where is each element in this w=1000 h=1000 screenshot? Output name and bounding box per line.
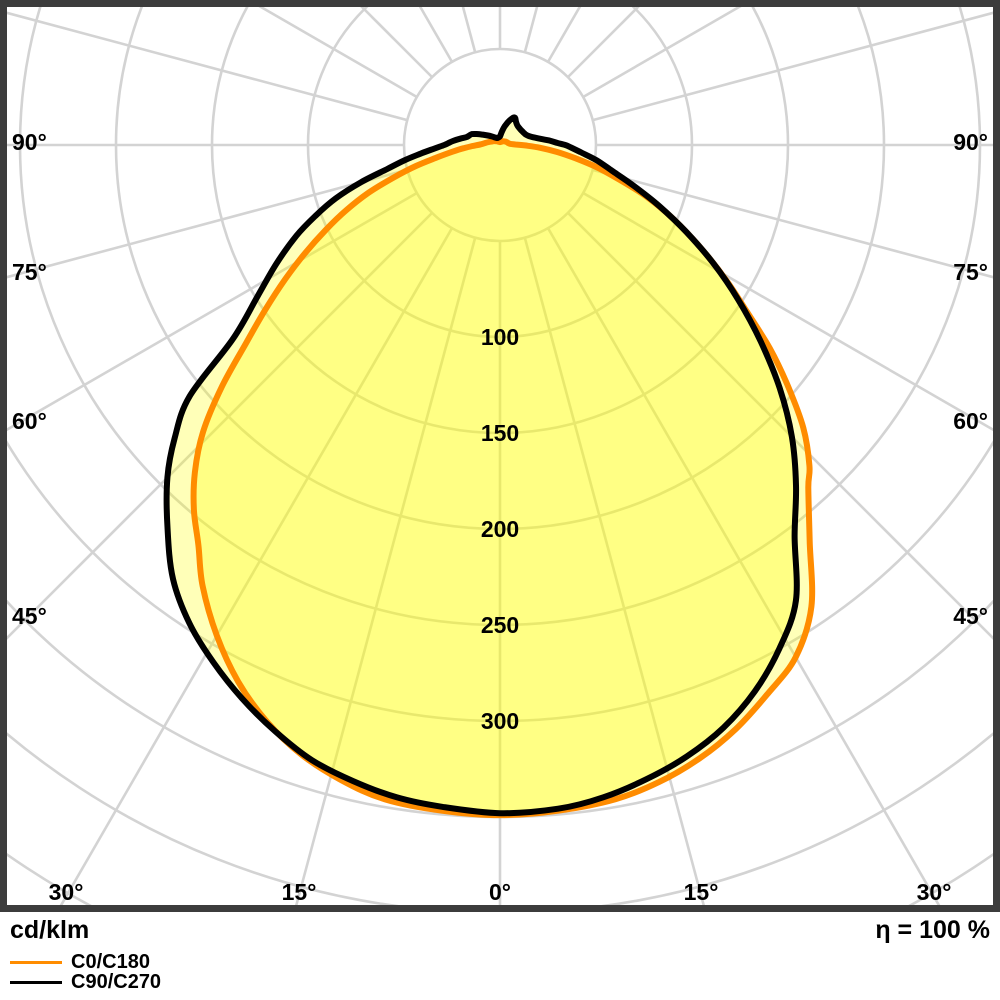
ring-label-200: 200	[481, 516, 519, 542]
grid-spoke	[258, 7, 418, 99]
angle-label-bottom-2-0: 0°	[489, 879, 511, 905]
angle-labels: 90° 75° 60° 45° 90° 75° 60° 45° 30° 15° 0° 15° 30°	[12, 129, 988, 905]
grid-spoke	[295, 237, 477, 905]
plot-frame	[0, 0, 1000, 912]
angle-label-bottom-4-30: 30°	[917, 879, 952, 905]
grid-spoke	[546, 227, 941, 905]
grid-spoke	[582, 7, 742, 99]
grid-spoke	[59, 227, 454, 905]
angle-label-bottom-3-15: 15°	[684, 879, 719, 905]
distribution-fill-c90-c270	[166, 117, 797, 814]
angle-label-right-60: 60°	[953, 408, 988, 434]
legend-label-c0-c180: C0/C180	[71, 950, 150, 973]
legend-item-c90-c270: C90/C270	[10, 970, 162, 993]
grid-spoke	[461, 7, 477, 53]
angle-label-left-60: 60°	[12, 408, 47, 434]
grid-spoke	[566, 7, 640, 79]
grid-spoke	[360, 7, 434, 79]
grid-spoke	[523, 7, 539, 53]
grid-spoke	[7, 191, 418, 432]
grid-spoke	[592, 168, 993, 279]
angle-label-left-75: 75°	[12, 259, 47, 285]
units-label: cd/klm	[10, 916, 90, 944]
angle-label-bottom-0-30: 30°	[49, 879, 84, 905]
efficiency-label: η = 100 %	[875, 916, 990, 944]
grid-spoke	[582, 191, 993, 432]
distribution-fill-c0-c180	[193, 141, 813, 816]
angle-label-right-45: 45°	[953, 603, 988, 629]
angle-label-right-90: 90°	[953, 129, 988, 155]
grid-spoke	[592, 11, 993, 122]
grid-spoke	[566, 211, 993, 640]
grid-spoke	[7, 168, 408, 279]
grid-spoke	[7, 211, 434, 640]
angle-label-left-90: 90°	[12, 129, 47, 155]
curve-c90-c270	[163, 114, 800, 817]
ring-label-100: 100	[481, 324, 519, 350]
ring-label-250: 250	[481, 612, 519, 638]
ring-value-labels: 100 150 200 250 300	[481, 324, 519, 734]
legend: C0/C180 C90/C270	[10, 950, 162, 993]
legend-label-c90-c270: C90/C270	[71, 970, 162, 993]
angle-label-right-75: 75°	[953, 259, 988, 285]
angle-label-left-45: 45°	[12, 603, 47, 629]
grid-spoke	[523, 237, 705, 905]
grid-spoke	[7, 11, 408, 122]
legend-line-c0-c180-swatch	[10, 960, 62, 964]
ring-label-300: 300	[481, 708, 519, 734]
legend-item-c0-c180: C0/C180	[10, 950, 161, 973]
angle-label-bottom-1-15: 15°	[282, 879, 317, 905]
legend-line-c90-c270-swatch	[10, 980, 62, 984]
ring-label-150: 150	[481, 420, 519, 446]
